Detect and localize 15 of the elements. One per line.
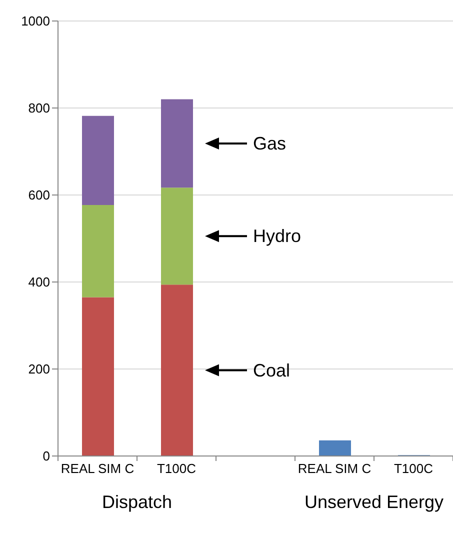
y-tick-label: 1000	[21, 14, 50, 29]
x-tick-label: REAL SIM C	[298, 461, 372, 476]
y-tick-label: 400	[28, 274, 50, 290]
text: Hydro	[253, 226, 302, 246]
text: Unserved Energy	[304, 492, 444, 512]
y-tick-label: 800	[28, 100, 50, 116]
y-tick-label: 200	[28, 362, 50, 377]
x-tick-label: T100C	[156, 461, 196, 476]
text: Dispatch	[102, 492, 172, 512]
y-tick-label: 600	[28, 188, 50, 203]
y-tick-label: 0	[42, 448, 50, 464]
text: Coal	[253, 360, 290, 380]
x-tick-label: T100C	[394, 461, 434, 476]
x-tick-label: REAL SIM C	[60, 461, 134, 476]
text: Gas	[253, 133, 286, 154]
